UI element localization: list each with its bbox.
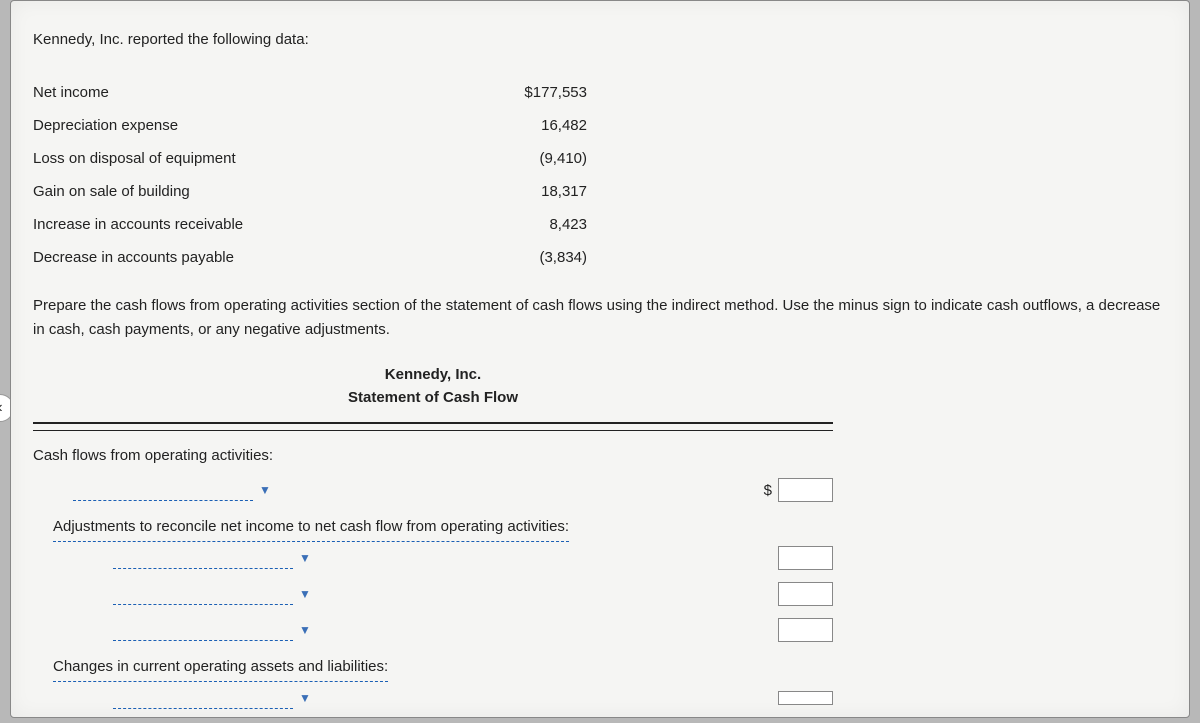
adjustment-row: ▼: [33, 578, 833, 610]
adjustment-dropdown[interactable]: [113, 547, 293, 569]
question-panel: Kennedy, Inc. reported the following dat…: [10, 0, 1190, 718]
given-data-table: Net income$177,553Depreciation expense16…: [33, 76, 593, 274]
chevron-down-icon: ▼: [299, 622, 311, 639]
changes-dropdown[interactable]: [113, 687, 293, 709]
amount-input[interactable]: [778, 691, 833, 705]
adjustment-row: ▼: [33, 542, 833, 574]
amount-input[interactable]: [778, 546, 833, 570]
chevron-down-icon: ▼: [299, 550, 311, 567]
adjustment-dropdown[interactable]: [113, 583, 293, 605]
table-row: Increase in accounts receivable8,423: [33, 208, 593, 241]
line-item-dropdown[interactable]: [73, 479, 253, 501]
company-name: Kennedy, Inc.: [33, 364, 833, 385]
changes-row: ▼: [33, 682, 833, 714]
statement-title: Statement of Cash Flow: [33, 387, 833, 408]
section-operating-activities: Cash flows from operating activities:: [33, 441, 833, 474]
dollar-sign: $: [764, 480, 772, 501]
data-label: Depreciation expense: [33, 109, 463, 142]
data-value: 16,482: [463, 109, 593, 142]
data-value: 8,423: [463, 208, 593, 241]
adjustment-dropdown[interactable]: [113, 619, 293, 641]
table-row: Loss on disposal of equipment(9,410): [33, 142, 593, 175]
changes-label: Changes in current operating assets and …: [53, 650, 388, 682]
data-value: $177,553: [463, 76, 593, 109]
rule-top-thin: [33, 430, 833, 431]
adjustments-label: Adjustments to reconcile net income to n…: [53, 510, 569, 542]
chevron-down-icon: ▼: [299, 586, 311, 603]
data-label: Net income: [33, 76, 463, 109]
data-label: Decrease in accounts payable: [33, 241, 463, 274]
instructions-text: Prepare the cash flows from operating ac…: [33, 294, 1167, 342]
amount-input[interactable]: [778, 582, 833, 606]
data-label: Loss on disposal of equipment: [33, 142, 463, 175]
intro-text: Kennedy, Inc. reported the following dat…: [33, 29, 1167, 50]
line-item-row: ▼ $: [33, 474, 833, 506]
table-row: Gain on sale of building18,317: [33, 175, 593, 208]
rule-top: [33, 422, 833, 424]
data-value: 18,317: [463, 175, 593, 208]
data-value: (9,410): [463, 142, 593, 175]
amount-input[interactable]: [778, 618, 833, 642]
data-label: Increase in accounts receivable: [33, 208, 463, 241]
adjustment-row: ▼: [33, 614, 833, 646]
data-label: Gain on sale of building: [33, 175, 463, 208]
amount-input[interactable]: [778, 478, 833, 502]
table-row: Net income$177,553: [33, 76, 593, 109]
table-row: Depreciation expense16,482: [33, 109, 593, 142]
chevron-down-icon: ▼: [259, 482, 271, 499]
chevron-down-icon: ▼: [299, 690, 311, 707]
table-row: Decrease in accounts payable(3,834): [33, 241, 593, 274]
statement-of-cash-flow: Kennedy, Inc. Statement of Cash Flow Cas…: [33, 364, 833, 714]
data-value: (3,834): [463, 241, 593, 274]
